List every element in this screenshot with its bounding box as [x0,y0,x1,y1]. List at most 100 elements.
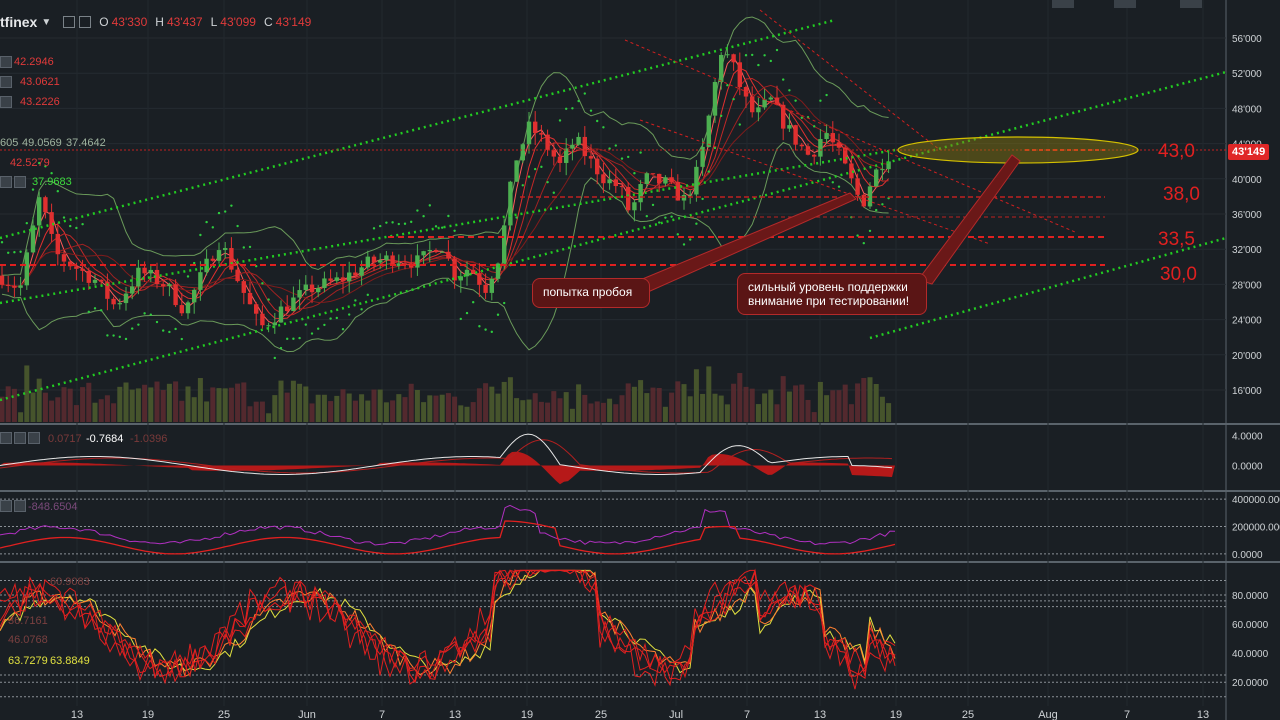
sar-dot [527,175,531,178]
y-tick-label: 20'000 [1232,351,1262,362]
candle-body [148,269,153,274]
macd-line [0,433,893,475]
sar-dot [100,309,103,312]
sar-dot [385,221,388,224]
sar-dot [155,320,159,324]
volume-bar [458,405,464,422]
candle-body [812,154,817,157]
sar-dot [112,334,115,337]
bollinger-lower [1,142,889,353]
sar-dot [577,99,580,103]
volume-bar [73,405,79,422]
volume-bar [235,383,241,422]
candle-body [669,177,674,182]
sar-dot [348,313,351,316]
high-label: H [155,15,164,29]
candle-body [564,148,569,163]
level-label-43: 43,0 [1158,141,1195,162]
volume-bar [644,393,650,422]
sar-dot [273,356,276,360]
y-tick-label: 200000.0000 [1232,523,1280,534]
maximize-icon[interactable] [1052,0,1074,8]
sar-dot [534,167,537,171]
sar-dot [422,214,425,218]
obv-toggle-icon[interactable] [0,500,12,512]
sar-dot [81,222,84,226]
volume-bar [179,400,185,422]
candle-body [464,269,470,277]
x-tick-label: 19 [142,709,154,720]
volume-bar [11,388,17,422]
candle-body [316,288,321,293]
volume-bar [563,392,569,422]
volume-bar [619,395,625,422]
candle-body [880,169,885,171]
indicator-toggle-icon[interactable] [0,76,12,88]
indicator-toggle-icon[interactable] [0,176,12,188]
volume-bar [693,369,699,422]
macd-toggle-icon[interactable] [28,432,40,444]
symbol-name[interactable]: tfinex [0,14,38,30]
volume-bar [340,389,346,422]
obv-toggle-icon[interactable] [14,500,26,512]
volume-bar [111,403,117,422]
close-icon[interactable] [1180,0,1202,8]
volume-bar [197,378,203,422]
candle-body [762,99,767,108]
candle-body [297,290,302,298]
candle-body [781,104,786,129]
volume-bar [222,388,228,422]
y-tick-label: 4.0000 [1232,432,1263,443]
candle-body [223,248,228,251]
macd-toggle-icon[interactable] [14,432,26,444]
indicator-toggle-icon[interactable] [0,96,12,108]
sar-dot [453,229,456,232]
indicator-toggle-icon[interactable] [14,176,26,188]
sar-dot [397,222,400,226]
sar-dot [459,317,462,321]
volume-bar [346,393,352,422]
sar-dot [689,238,692,241]
indicator-toggle-icon[interactable] [0,56,12,68]
y-tick-label: 0.0000 [1232,550,1263,561]
candle-body [111,298,116,305]
settings-icon[interactable] [63,16,76,28]
candle-body [557,156,563,163]
sar-dot [769,59,772,63]
chevron-down-icon[interactable]: ▼ [41,16,52,28]
volume-bar [538,401,544,422]
candle-body [427,250,432,252]
volume-bar [49,400,55,422]
sar-dot [7,251,10,254]
sar-dot [180,337,183,341]
sar-dot [695,222,698,225]
moving-average-line [1,84,889,310]
candle-body [588,156,594,159]
sar-dot [782,78,785,81]
volume-bar [216,388,222,422]
candle-body [185,302,191,314]
candle-body [86,270,91,283]
low-label: L [210,15,218,29]
sar-dot [186,275,190,278]
macd-toggle-icon[interactable] [0,432,12,444]
volume-bar [873,383,879,422]
sar-dot [825,93,828,97]
candle-body [787,125,792,129]
channel-line [869,236,1227,340]
candle-body [266,325,271,327]
restore-icon[interactable] [1114,0,1136,8]
candle-body [74,266,79,269]
sar-dot [503,301,506,305]
rsi-line [0,569,896,675]
volume-bar [532,393,538,422]
sar-dot [75,226,78,230]
volume-bar [383,402,389,422]
hide-icon[interactable] [79,16,92,28]
volume-bar [755,404,761,422]
candle-body [92,279,98,283]
candle-body [644,173,649,185]
candle-body [254,304,259,314]
volume-bar [191,397,197,422]
